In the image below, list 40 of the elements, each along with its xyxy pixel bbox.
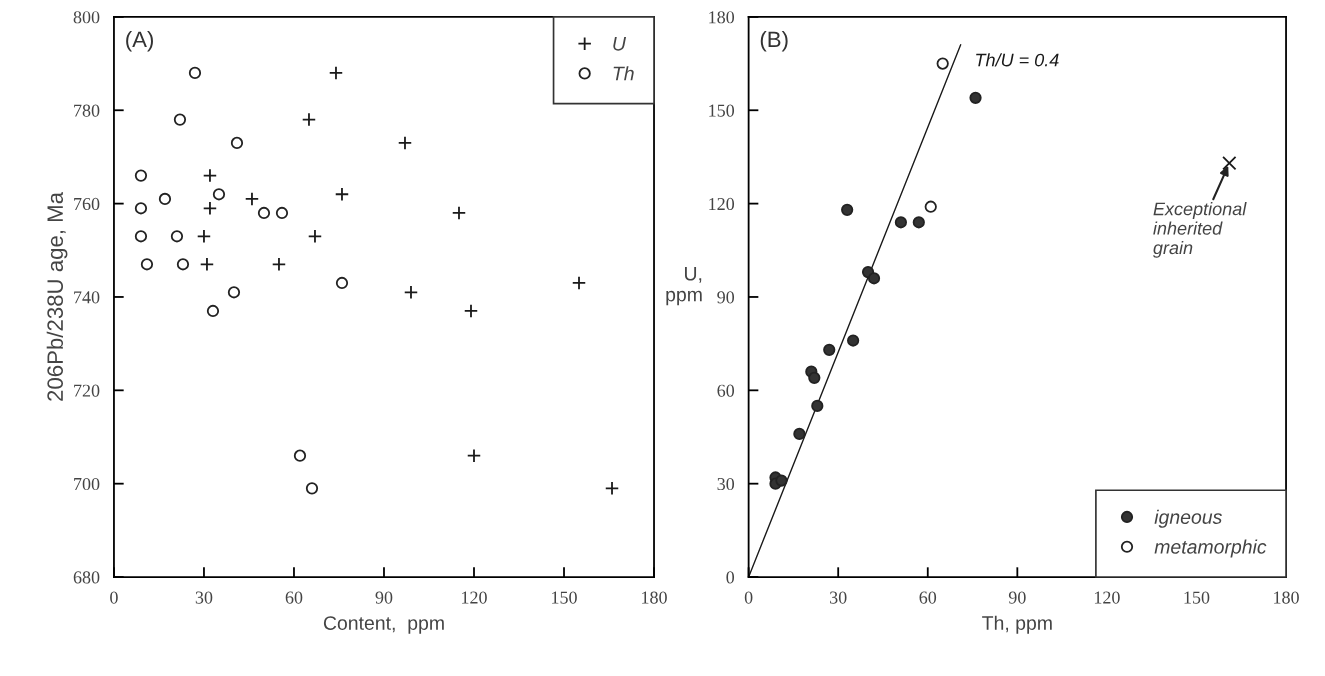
x-axis-title: Th, ppm	[982, 615, 1052, 634]
y-tick-label: 740	[74, 291, 100, 304]
x-tick-label: 30	[195, 591, 213, 604]
y-axis-title: 206Pb/238U age, Ma	[46, 191, 68, 401]
y-tick-label: 30	[717, 477, 735, 491]
x-tick-label: 180	[1274, 591, 1299, 604]
x-tick-label: 0	[110, 591, 118, 604]
text: (A)	[126, 30, 153, 52]
legend-label: metamorphic	[1154, 539, 1267, 558]
y-tick-label: 60	[717, 384, 735, 397]
x-tick-label: 60	[285, 591, 303, 604]
text: (B)	[760, 30, 788, 52]
y-tick-label: 180	[709, 11, 735, 24]
y-tick-label: 700	[74, 477, 100, 491]
y-tick-label: 680	[73, 571, 100, 584]
legend-label: U	[613, 37, 627, 51]
x-tick-label: 180	[642, 591, 667, 604]
x-tick-label: 60	[919, 591, 937, 604]
y-tick-label: 120	[709, 197, 735, 211]
y-tick-label: 800	[73, 11, 100, 24]
y-tick-label: 780	[74, 104, 100, 117]
annotation: Exceptional inherited grain	[1152, 202, 1247, 258]
x-tick-label: 150	[1184, 591, 1210, 604]
x-tick-label: 120	[462, 591, 487, 604]
x-tick-label: 120	[1094, 591, 1120, 604]
y-tick-label: 760	[74, 197, 100, 211]
legend-label: igneous	[1154, 509, 1222, 528]
legend-label: Th	[613, 66, 634, 81]
series-label: Th/U = 0.4	[976, 53, 1059, 67]
x-tick-label: 90	[375, 591, 393, 604]
y-tick-label: 0	[726, 571, 735, 584]
y-tick-label: 720	[74, 384, 100, 397]
x-axis-title: Content, ppm	[323, 616, 444, 634]
y-tick-label: 150	[709, 104, 735, 117]
x-tick-label: 150	[552, 591, 577, 604]
y-tick-label: 90	[717, 291, 735, 304]
x-tick-label: 0	[744, 591, 753, 604]
y-axis-title: U, ppm	[666, 266, 702, 306]
x-tick-label: 90	[1008, 591, 1026, 604]
x-tick-label: 30	[830, 591, 847, 604]
